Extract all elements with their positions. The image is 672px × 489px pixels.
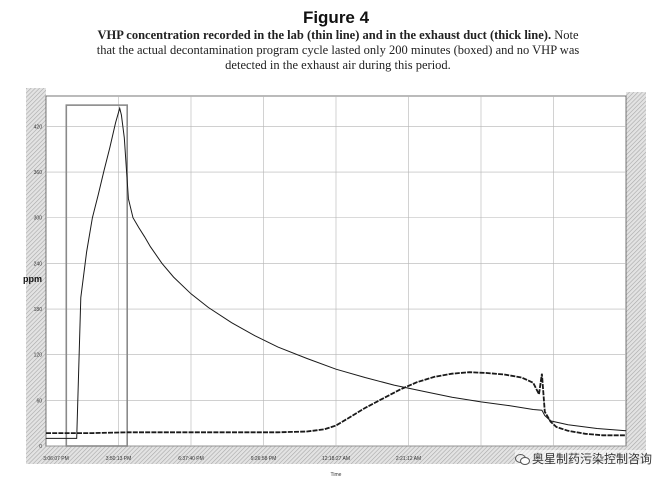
x-tick-label: 9:26:58 PM: [251, 456, 277, 462]
plot-hatch-band-left: [26, 88, 46, 462]
y-tick-label: 180: [34, 307, 43, 313]
x-tick-labels: 3:06:07 PM 3:50:13 PM 6:37:40 PM 9:26:58 PM…: [43, 456, 421, 462]
x-tick-label: 6:37:40 PM: [178, 456, 204, 462]
y-tick-labels: 0 60 120 180 240 300 360 420: [34, 124, 43, 450]
y-tick-label: 60: [36, 398, 42, 404]
x-tick-label: 3:06:07 PM: [43, 456, 69, 462]
figure-caption: VHP concentration recorded in the lab (t…: [88, 28, 588, 73]
wechat-icon: [514, 453, 530, 465]
series-lab-thin-line: [46, 106, 627, 439]
x-tick-label: 3:50:13 PM: [106, 456, 132, 462]
y-tick-label: 300: [34, 216, 43, 222]
series-exhaust-thick-line: [46, 371, 626, 437]
x-tick-label: 12:18:27 AM: [322, 456, 350, 462]
watermark: 奥星制药污染控制咨询: [514, 450, 652, 467]
x-tick-label: 2:21:12 AM: [396, 456, 421, 462]
caption-bold: VHP concentration recorded in the lab (t…: [97, 28, 552, 42]
figure-title: Figure 4: [302, 8, 370, 27]
decontamination-cycle-box: [65, 104, 129, 447]
y-tick-label: 0: [39, 444, 42, 450]
y-tick-label: 420: [34, 124, 43, 130]
plot-hatch-band-bottom: [26, 446, 646, 464]
y-axis-label: ppm: [23, 274, 42, 284]
y-tick-label: 360: [34, 170, 43, 176]
caption-rest: Note that the actual decontamination pro…: [96, 28, 580, 72]
y-tick-label: 240: [34, 261, 43, 267]
x-axis-label: Time: [331, 472, 342, 478]
watermark-text: 奥星制药污染控制咨询: [531, 452, 652, 466]
plot-hatch-band-right: [626, 92, 646, 462]
y-tick-label: 120: [34, 353, 43, 359]
